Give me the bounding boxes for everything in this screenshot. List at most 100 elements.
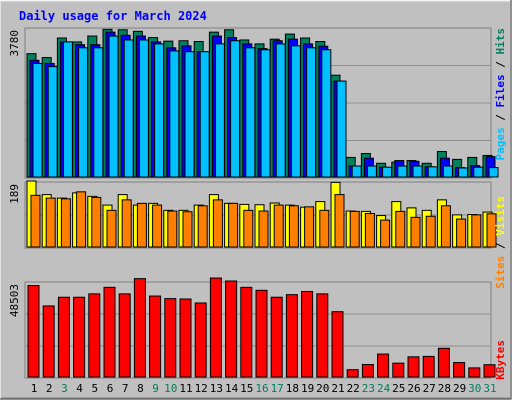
bar-pages-day-28 (442, 165, 453, 178)
x-tick-label-day-30: 30 (468, 382, 481, 395)
x-tick-label-day-11: 11 (179, 382, 192, 395)
bar-sites-day-25 (395, 210, 406, 248)
legend-middle: Sites / Visits (494, 196, 507, 289)
bar-kbytes-day-18 (285, 294, 298, 378)
bar-sites-day-4 (76, 191, 87, 248)
bar-sites-day-29 (456, 218, 467, 248)
bar-pages-day-29 (458, 167, 469, 178)
bar-pages-day-30 (473, 166, 484, 178)
legend-top-part-0: Pages (494, 127, 507, 160)
bar-sites-day-16 (258, 210, 269, 248)
legend-middle-part-1: / (494, 236, 507, 256)
bar-kbytes-day-1 (27, 285, 40, 378)
bar-pages-day-20 (321, 49, 332, 178)
bar-kbytes-day-10 (164, 298, 177, 378)
legend-middle-part-0: Sites (494, 256, 507, 289)
x-tick-label-day-20: 20 (316, 382, 329, 395)
x-tick-label-day-8: 8 (137, 382, 144, 395)
bar-kbytes-day-9 (149, 295, 162, 378)
bar-pages-day-15 (245, 47, 256, 178)
bar-kbytes-day-4 (73, 296, 86, 378)
bar-pages-day-4 (78, 47, 89, 178)
bar-sites-day-6 (106, 209, 117, 248)
bar-pages-day-2 (47, 66, 58, 178)
x-tick-label-day-23: 23 (362, 382, 375, 395)
bar-kbytes-day-13 (209, 277, 222, 378)
x-tick-label-day-2: 2 (46, 382, 53, 395)
bar-sites-day-14 (228, 202, 239, 248)
bar-sites-day-19 (304, 206, 315, 248)
chart-title: Daily usage for March 2024 (19, 9, 207, 23)
bar-pages-day-6 (108, 35, 119, 178)
bar-sites-day-31 (486, 213, 497, 248)
bar-sites-day-17 (273, 204, 284, 248)
bar-pages-day-5 (93, 47, 104, 178)
bar-pages-day-3 (62, 41, 73, 178)
x-tick-label-day-5: 5 (91, 382, 98, 395)
bar-pages-day-22 (351, 165, 362, 178)
x-tick-label-day-9: 9 (152, 382, 159, 395)
bar-sites-day-10 (167, 210, 178, 248)
x-tick-label-day-18: 18 (286, 382, 299, 395)
bar-kbytes-day-29 (453, 362, 466, 378)
bar-kbytes-day-16 (255, 289, 268, 378)
legend-top-part-4: Hits (494, 28, 507, 55)
x-tick-label-day-15: 15 (240, 382, 253, 395)
bar-sites-day-11 (182, 211, 193, 248)
bar-pages-day-1 (32, 62, 43, 178)
y-max-label-top: 3780 (8, 30, 21, 57)
x-tick-label-day-13: 13 (210, 382, 223, 395)
x-tick-label-day-1: 1 (31, 382, 38, 395)
bar-kbytes-day-26 (407, 356, 420, 378)
bar-kbytes-day-6 (103, 286, 116, 378)
bar-pages-day-10 (169, 50, 180, 178)
bar-pages-day-31 (488, 167, 499, 178)
bar-kbytes-day-3 (57, 296, 70, 378)
bar-sites-day-7 (121, 199, 132, 248)
bar-pages-day-26 (412, 165, 423, 178)
bar-kbytes-day-15 (240, 286, 253, 378)
panel-frame-bottom (24, 281, 492, 379)
bar-kbytes-day-24 (377, 353, 390, 378)
bar-pages-day-18 (290, 45, 301, 178)
bar-pages-day-21 (336, 80, 347, 178)
bar-sites-day-28 (440, 205, 451, 248)
bar-pages-day-24 (382, 166, 393, 178)
bar-kbytes-day-31 (483, 364, 496, 378)
legend-bottom: KBytes (494, 340, 507, 380)
bar-pages-day-13 (214, 43, 225, 178)
x-tick-label-day-16: 16 (255, 382, 268, 395)
bar-pages-day-14 (230, 40, 241, 178)
x-tick-label-day-19: 19 (301, 382, 314, 395)
legend-top-part-2: Files (494, 74, 507, 107)
bar-sites-day-9 (152, 204, 163, 248)
bar-pages-day-27 (427, 166, 438, 178)
bar-kbytes-day-28 (437, 347, 450, 378)
x-tick-label-day-7: 7 (122, 382, 129, 395)
bar-pages-day-9 (154, 43, 165, 178)
x-tick-label-day-21: 21 (331, 382, 344, 395)
bar-sites-day-30 (471, 214, 482, 248)
x-tick-label-day-31: 31 (483, 382, 496, 395)
bar-kbytes-day-19 (301, 290, 314, 378)
bar-kbytes-day-30 (468, 367, 481, 378)
legend-bottom-part-0: KBytes (494, 340, 507, 380)
x-tick-label-day-24: 24 (377, 382, 391, 395)
bar-sites-day-5 (91, 196, 102, 248)
bar-sites-day-20 (319, 209, 330, 248)
bar-sites-day-27 (425, 215, 436, 248)
bar-kbytes-day-11 (179, 298, 192, 378)
bar-sites-day-15 (243, 209, 254, 248)
bar-pages-day-23 (366, 165, 377, 178)
y-max-label-bottom: 48503 (8, 284, 21, 317)
bar-kbytes-day-25 (392, 362, 405, 378)
bar-kbytes-day-22 (346, 369, 359, 378)
bar-kbytes-day-12 (194, 302, 207, 378)
bar-sites-day-21 (334, 194, 345, 248)
x-tick-label-day-25: 25 (392, 382, 405, 395)
bar-pages-day-11 (184, 51, 195, 178)
x-tick-label-day-17: 17 (271, 382, 284, 395)
bar-pages-day-8 (138, 39, 149, 178)
bar-kbytes-day-21 (331, 311, 344, 378)
bar-kbytes-day-2 (42, 305, 55, 378)
